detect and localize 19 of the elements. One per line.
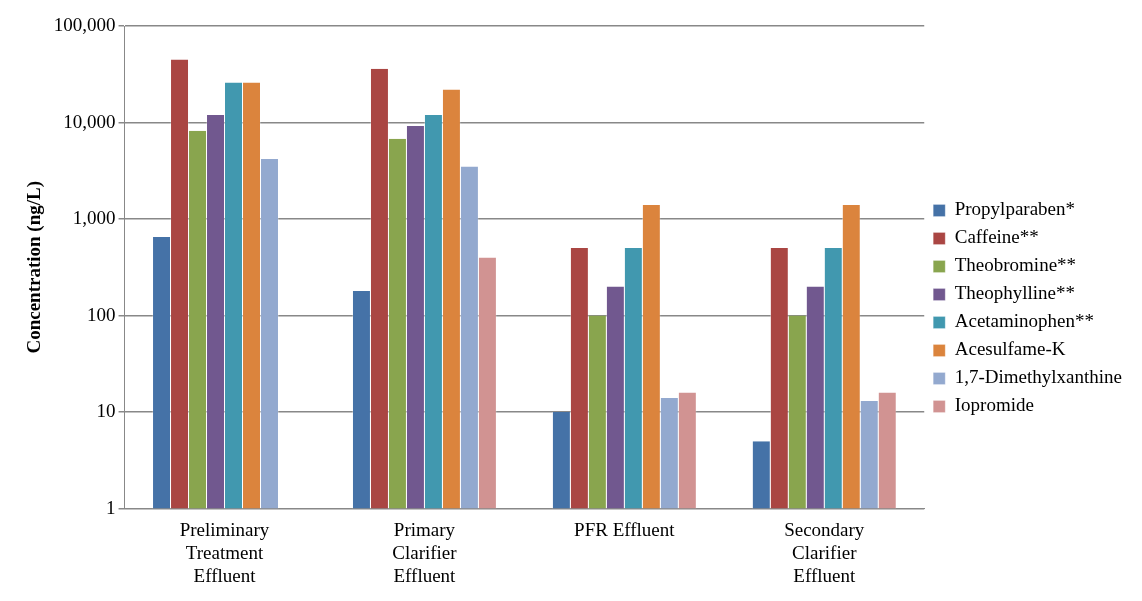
y-tick-label: 1	[106, 496, 116, 518]
y-tick-label: 10,000	[63, 110, 116, 132]
y-tick-label: 100	[87, 303, 116, 325]
legend-label: Caffeine**	[954, 226, 1039, 248]
legend-label: Propylparaben*	[954, 198, 1076, 220]
y-tick-label: 1,000	[72, 207, 116, 229]
y-tick-label: 100,000	[53, 13, 116, 35]
legend-label: Iopromide	[954, 394, 1034, 416]
legend-label: Theobromine**	[954, 254, 1077, 276]
x-tick-label: PFR Effluent	[574, 518, 676, 540]
y-axis-title: Concentration (ng/L)	[23, 181, 46, 354]
legend-label: Acetaminophen**	[954, 310, 1095, 332]
x-tick-label: Primary Clarifier Effluent	[392, 518, 458, 586]
y-tick-label: 10	[96, 400, 116, 422]
x-tick-label: Preliminary Treatment Effluent	[179, 518, 270, 586]
legend-label: Acesulfame-K	[954, 338, 1066, 360]
legend-label: Theophylline**	[954, 282, 1076, 304]
x-tick-label: Secondary Clarifier Effluent	[784, 518, 865, 586]
legend-label: 1,7-Dimethylxanthine	[954, 366, 1123, 388]
